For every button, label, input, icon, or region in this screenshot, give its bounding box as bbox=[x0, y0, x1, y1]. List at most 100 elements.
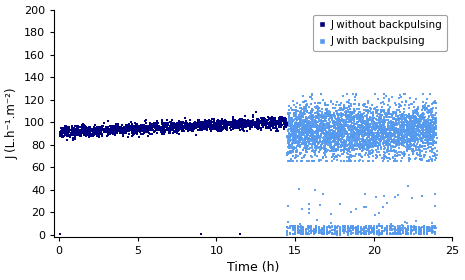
Point bbox=[386, 127, 394, 131]
Point bbox=[238, 127, 245, 131]
Point bbox=[120, 129, 127, 133]
Point bbox=[298, 122, 305, 127]
Point bbox=[357, 116, 364, 120]
Point bbox=[392, 137, 399, 142]
Point bbox=[296, 124, 304, 128]
Point bbox=[286, 232, 294, 236]
Point bbox=[346, 128, 353, 132]
Point bbox=[107, 124, 115, 129]
Point bbox=[365, 124, 372, 128]
Point bbox=[307, 117, 315, 122]
Point bbox=[384, 148, 392, 153]
Point bbox=[331, 149, 338, 153]
Point bbox=[97, 126, 104, 130]
Point bbox=[428, 118, 435, 122]
Point bbox=[191, 126, 198, 131]
Point bbox=[121, 125, 129, 130]
Point bbox=[337, 225, 344, 230]
Point bbox=[371, 126, 379, 130]
Point bbox=[309, 114, 316, 118]
Point bbox=[391, 157, 399, 162]
Point bbox=[301, 153, 309, 157]
Point bbox=[346, 153, 354, 157]
Point bbox=[302, 130, 309, 135]
Point bbox=[346, 141, 353, 146]
Point bbox=[162, 123, 170, 128]
Point bbox=[412, 116, 419, 120]
Point bbox=[353, 147, 361, 151]
Point bbox=[310, 122, 317, 126]
Point bbox=[118, 129, 125, 134]
Point bbox=[362, 230, 370, 235]
Point bbox=[421, 132, 429, 136]
Point bbox=[108, 126, 115, 130]
Point bbox=[420, 228, 428, 232]
Point bbox=[365, 227, 373, 232]
Point bbox=[312, 226, 320, 231]
Point bbox=[349, 112, 356, 116]
Point bbox=[309, 110, 316, 115]
Point bbox=[372, 121, 379, 125]
Point bbox=[291, 141, 299, 145]
Point bbox=[424, 139, 432, 143]
Point bbox=[251, 122, 259, 126]
Point bbox=[332, 140, 339, 144]
Point bbox=[332, 129, 339, 133]
Point bbox=[350, 227, 357, 231]
Point bbox=[342, 111, 350, 116]
Point bbox=[307, 226, 315, 231]
Point bbox=[307, 126, 314, 131]
Point bbox=[393, 143, 401, 147]
Point bbox=[406, 134, 413, 139]
Point bbox=[122, 122, 130, 127]
Point bbox=[241, 122, 248, 127]
Point bbox=[385, 111, 392, 116]
Point bbox=[372, 127, 379, 131]
Point bbox=[374, 130, 381, 135]
Point bbox=[402, 232, 409, 236]
Point bbox=[340, 231, 348, 235]
Point bbox=[337, 145, 344, 150]
Point bbox=[368, 134, 375, 139]
Point bbox=[178, 125, 185, 130]
Point bbox=[369, 230, 377, 235]
Point bbox=[393, 139, 400, 144]
Point bbox=[408, 196, 415, 200]
Point bbox=[390, 159, 397, 164]
Point bbox=[232, 125, 239, 130]
Point bbox=[412, 230, 420, 235]
Point bbox=[101, 129, 108, 134]
Point bbox=[329, 113, 336, 117]
Point bbox=[418, 232, 425, 237]
Point bbox=[254, 123, 261, 127]
Point bbox=[392, 225, 399, 229]
Point bbox=[315, 125, 322, 130]
Point bbox=[305, 224, 312, 229]
Point bbox=[344, 225, 352, 229]
Point bbox=[291, 138, 298, 143]
Point bbox=[235, 124, 243, 129]
Point bbox=[235, 124, 243, 128]
Point bbox=[299, 122, 307, 127]
Point bbox=[413, 125, 420, 130]
Point bbox=[345, 120, 352, 124]
Point bbox=[351, 124, 358, 128]
Point bbox=[324, 133, 332, 137]
Point bbox=[364, 135, 372, 139]
Point bbox=[318, 129, 325, 133]
Point bbox=[392, 231, 399, 235]
Point bbox=[293, 127, 301, 132]
Point bbox=[429, 139, 437, 144]
Point bbox=[306, 211, 313, 215]
Point bbox=[371, 231, 378, 235]
Point bbox=[334, 114, 342, 118]
Point bbox=[431, 127, 438, 131]
Point bbox=[403, 126, 411, 130]
Point bbox=[324, 231, 332, 235]
Point bbox=[331, 120, 338, 125]
Point bbox=[324, 109, 331, 114]
Point bbox=[369, 115, 377, 119]
Point bbox=[381, 115, 388, 119]
Point bbox=[430, 121, 438, 125]
Point bbox=[312, 148, 319, 152]
